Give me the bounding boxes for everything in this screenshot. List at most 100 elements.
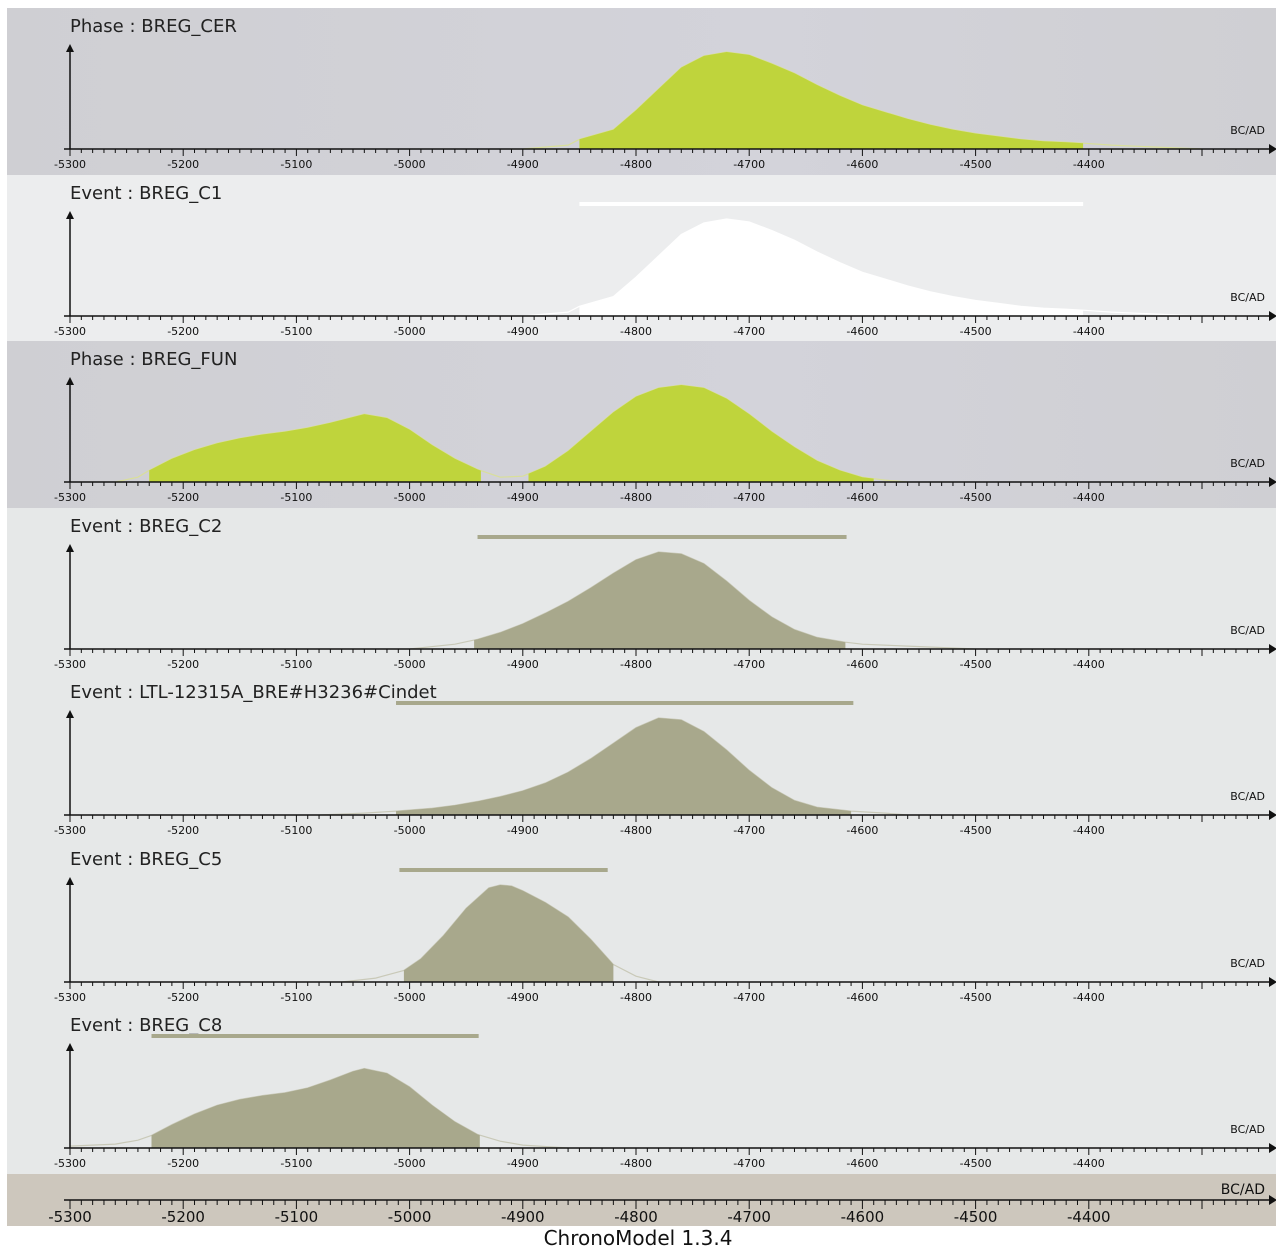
tick-label: -5100 [280,1157,312,1170]
tick-label: -4600 [846,658,878,671]
tick-label: -4700 [733,491,765,504]
x-axis-arrow [1269,976,1276,987]
panel-title: Event : LTL-12315A_BRE#H3236#Cindet [70,682,437,703]
tick-label: -5300 [54,491,86,504]
panel-title: Phase : BREG_FUN [70,349,238,370]
panel-event[interactable]: Event : BREG_C2 -5300 -5200 -5100 -5000 -4900… [7,507,1276,675]
x-axis-arrow [1269,144,1276,154]
panel-plot-svg: -5300 -5200 -5100 -5000 -4900 -4800 -4700 -4600… [54,701,1276,837]
tick-label: -5000 [388,1208,432,1226]
tick-label: -4900 [507,325,539,338]
tick-label: -4700 [733,158,765,171]
tick-label: -4400 [1067,1208,1111,1226]
tick-label: -4500 [960,991,992,1004]
panel-event[interactable]: Event : BREG_C5 -5300 -5200 -5100 -5000 -4900… [7,840,1276,1008]
tick-label: -4600 [846,158,878,171]
tick-label: -4500 [960,158,992,171]
panel-phase[interactable]: Phase : BREG_FUN -5300 -5200 -5100 -5000 -490… [7,341,1276,508]
tick-label: -4800 [620,1157,652,1170]
tick-label: -4700 [727,1208,771,1226]
tick-label: -5000 [394,1157,426,1170]
tick-label: -4800 [620,658,652,671]
axis-unit-label: BC/AD [1230,457,1265,470]
tick-label: -4600 [846,1157,878,1170]
hpd-area [528,385,874,482]
tick-label: -4600 [846,991,878,1004]
tick-label: -5100 [275,1208,319,1226]
tick-label: -4900 [501,1208,545,1226]
tick-label: -4500 [960,1157,992,1170]
tick-label: -4500 [960,325,992,338]
hpd-bar [151,1034,479,1038]
tick-label: -4700 [733,658,765,671]
panel-plot-svg: -5300 -5200 -5100 -5000 -4900 -4800 -4700 -4600… [54,377,1276,504]
tick-label: -4400 [1073,658,1105,671]
tick-label: -5100 [280,658,312,671]
panel-title: Event : BREG_C8 [70,1015,223,1036]
tick-label: -4600 [846,325,878,338]
tick-label: -4500 [960,658,992,671]
panel-plot-svg: -5300 -5200 -5100 -5000 -4900 -4800 -4700 -4600… [54,534,1276,671]
tick-label: -5200 [167,824,199,837]
tick-label: -4800 [620,991,652,1004]
tick-label: -5300 [54,158,86,171]
panel-phase[interactable]: Phase : BREG_CER -5300 -5200 -5100 -5000 -490… [7,8,1276,175]
tick-label: -4800 [620,325,652,338]
panel-title: Event : BREG_C5 [70,848,223,870]
panel-plot-svg: -5300 -5200 -5100 -5000 -4900 -4800 -4700 -4600… [54,1034,1276,1170]
tick-label: -5300 [54,1157,86,1170]
tick-label: -4900 [507,491,539,504]
tick-label: -4400 [1073,991,1105,1004]
x-axis-arrow [1269,310,1276,321]
axis-unit-label: BC/AD [1221,1182,1265,1198]
tick-label: -5200 [167,1157,199,1170]
panel-plot-svg: -5300 -5200 -5100 -5000 -4900 -4800 -4700 -4600… [54,201,1276,338]
hpd-area [151,1068,480,1148]
axis-unit-label: BC/AD [1230,957,1265,970]
x-axis-arrow [1269,643,1276,654]
app-title: ChronoModel 1.3.4 [543,1226,733,1250]
hpd-bar [396,701,854,705]
x-axis-arrow [1269,477,1276,487]
tick-label: -5200 [167,491,199,504]
tick-label: -5100 [280,325,312,338]
tick-label: -5100 [280,491,312,504]
y-axis-arrow [66,210,74,219]
tick-label: -5300 [54,824,86,837]
tick-label: -5300 [54,325,86,338]
hpd-bar [399,867,608,872]
tick-label: -4700 [733,991,765,1004]
hpd-bar [477,534,847,539]
panel-title: Event : BREG_C2 [70,515,223,537]
tick-label: -5000 [394,658,426,671]
tick-label: -4600 [846,491,878,504]
tick-label: -4400 [1073,158,1105,171]
panel-title: Event : BREG_C1 [70,182,223,204]
y-axis-arrow [66,876,74,885]
tick-label: -5200 [167,991,199,1004]
panel-event[interactable]: Event : BREG_C1 -5300 -5200 -5100 -5000 -4900… [7,174,1276,342]
tick-label: -4700 [733,325,765,338]
tick-label: -5200 [167,158,199,171]
shared-time-axis-svg: -5300 -5200 -5100 -5000 -4900 -4800 -4700 -4600… [48,1182,1276,1226]
tick-label: -4500 [960,824,992,837]
y-axis-arrow [66,710,74,718]
tick-label: -4600 [846,824,878,837]
tick-label: -5100 [280,158,312,171]
density-plots: Phase : BREG_CER -5300 -5200 -5100 -5000 -490… [7,8,1276,1226]
hpd-area [474,551,846,649]
tick-label: -4700 [733,1157,765,1170]
tick-label: -5000 [394,991,426,1004]
y-axis-arrow [66,377,74,385]
panel-event[interactable]: Event : LTL-12315A_BRE#H3236#Cindet -5300… [7,674,1276,841]
axis-unit-label: BC/AD [1230,291,1265,304]
shared-time-axis: -5300 -5200 -5100 -5000 -4900 -4800 -4700 -4600… [7,1174,1276,1226]
panel-event[interactable]: Event : BREG_C8 -5300 -5200 -5100 -5000 -4900… [7,1007,1276,1174]
panel-plot-svg: -5300 -5200 -5100 -5000 -4900 -4800 -4700 -4600… [54,867,1276,1004]
axis-unit-label: BC/AD [1230,624,1265,637]
tick-label: -4900 [507,658,539,671]
tick-label: -5000 [394,824,426,837]
axis-unit-label: BC/AD [1230,124,1265,137]
tick-label: -5300 [48,1208,92,1226]
tick-label: -4800 [620,158,652,171]
